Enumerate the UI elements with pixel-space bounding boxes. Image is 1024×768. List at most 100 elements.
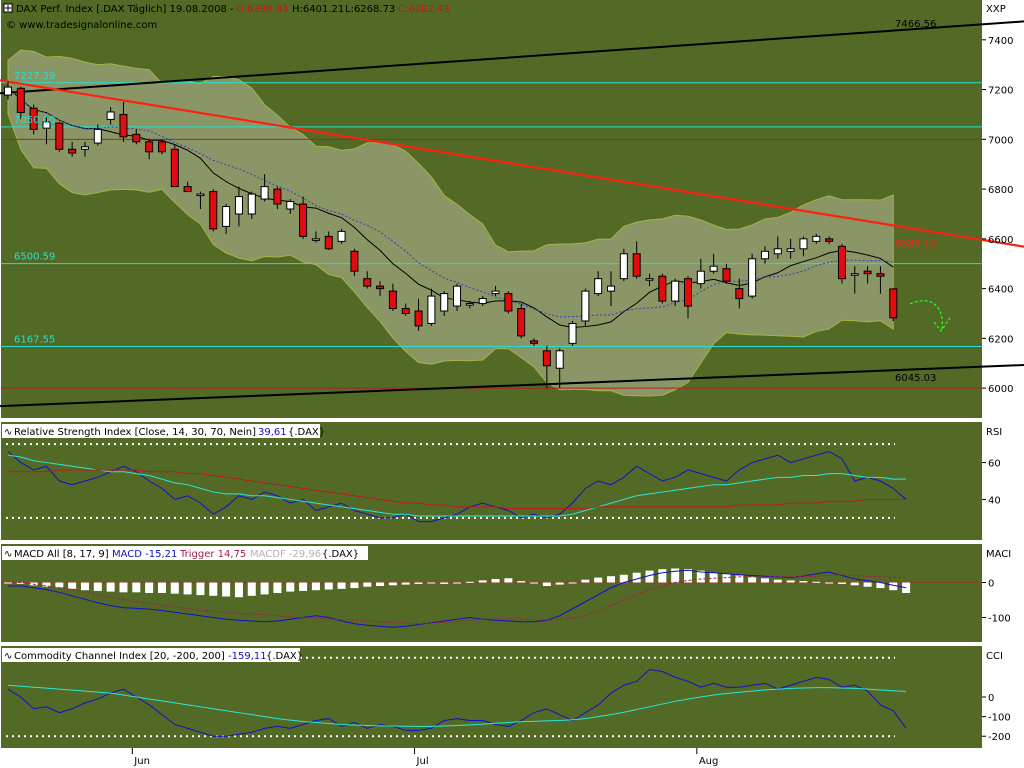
rsi-panel[interactable]: ∿ Relative Strength Index [Close, 14, 30… [1, 422, 1002, 540]
candle [414, 298, 423, 331]
macd-histogram-bar [234, 582, 243, 598]
candle [132, 129, 141, 145]
candle [607, 271, 616, 307]
trendline-label: 7466.56 [895, 19, 936, 30]
candle-body [299, 203, 308, 237]
candle-body [376, 285, 385, 290]
candle-body [145, 141, 154, 153]
trendline [0, 79, 1024, 248]
macd-histogram-bar [376, 582, 385, 586]
candle [145, 139, 154, 160]
macd-histogram-bar [119, 582, 128, 593]
macd-histogram-bar [68, 582, 77, 589]
candle-body [68, 148, 77, 154]
candle [748, 253, 757, 299]
candle [234, 186, 243, 227]
candle [4, 81, 12, 100]
level-labels: 7227.39 7050.00 6500.59 6167.55 7466.56 6045.… [14, 19, 936, 384]
price-tick-label: 7400 [988, 36, 1013, 47]
candle-body [825, 238, 834, 242]
candle [427, 288, 436, 326]
macd-trigger-value: Trigger 14,75 [179, 549, 246, 560]
candle-body [632, 253, 641, 277]
candle [491, 286, 500, 297]
macd-header-bg [2, 546, 368, 560]
candle [786, 238, 795, 259]
macd-axis: 0 -100 [982, 579, 1011, 625]
candle-body [850, 273, 859, 276]
macd-histogram-bar [350, 582, 359, 589]
rsi-lines [7, 450, 907, 523]
candle [388, 283, 397, 312]
candle [68, 141, 77, 157]
candle-body [645, 278, 654, 281]
candle [93, 124, 102, 146]
time-tick-label: Jun [133, 756, 150, 767]
macd-histogram-bar [683, 569, 692, 583]
macd-histogram-bar [517, 581, 526, 583]
rsi-tick-label: 40 [988, 495, 1001, 506]
macd-histogram-bar [889, 582, 898, 591]
macd-histogram-bar [106, 582, 115, 592]
high-value: H:6401.21 [292, 4, 344, 15]
rsi-tick-label: 60 [988, 459, 1001, 470]
macd-panel[interactable]: ∿ MACD All [8, 17, 9] MACD -15,21 Trigge… [1, 544, 1011, 642]
price-axis-label: XXP [986, 4, 1006, 15]
candle-body [247, 193, 256, 215]
candle [825, 236, 834, 244]
macd-histogram-bar [748, 576, 757, 583]
macd-histogram-bar [286, 582, 295, 592]
cci-wave-icon: ∿ [4, 651, 12, 662]
candle-body [42, 121, 51, 129]
trendlines[interactable] [0, 16, 1024, 408]
candle [632, 241, 641, 279]
candle-body [722, 268, 731, 282]
bollinger-band-area [7, 49, 894, 397]
macd-histogram-bar [427, 582, 436, 584]
candle [196, 191, 205, 209]
square-plus-icon-cross [5, 5, 11, 11]
macd-histogram-bar [4, 582, 12, 584]
macd-histogram-bar [196, 582, 205, 596]
macd-symbol: {.DAX} [322, 549, 359, 560]
candle [80, 141, 89, 157]
candle [222, 204, 231, 234]
cci-title: Commodity Channel Index [20, -200, 200] [14, 651, 225, 662]
macd-histogram-bar [42, 582, 51, 587]
cci-value: -159,11 [228, 651, 267, 662]
candle-body [132, 133, 141, 143]
candle [760, 246, 769, 264]
candle-body [80, 146, 89, 150]
candle-body [504, 293, 513, 312]
candle-body [350, 250, 359, 272]
cci-panel[interactable]: ∿ Commodity Channel Index [20, -200, 200… [1, 646, 1011, 748]
cci-header-bg [2, 648, 300, 662]
price-panel[interactable]: 7227.39 7050.00 6500.59 6167.55 7466.56 6045.… [0, 0, 1024, 418]
candle [273, 186, 282, 209]
macd-histogram-bar [812, 581, 821, 583]
candle [542, 345, 551, 389]
price-tick-label: 6200 [988, 334, 1013, 345]
candle [735, 278, 744, 309]
macd-histogram-bar [324, 582, 333, 590]
candle [709, 253, 718, 274]
candle [517, 303, 526, 339]
macd-histogram-bar [671, 568, 680, 583]
candle [850, 266, 859, 294]
candle [337, 228, 346, 244]
candle-body [542, 350, 551, 367]
macd-histogram-bar [760, 578, 769, 583]
cci-axis-label: CCI [986, 651, 1003, 662]
candle-body [530, 340, 539, 344]
price-tick-label: 7200 [988, 86, 1013, 97]
price-tick-label: 6000 [988, 384, 1013, 395]
macd-histogram-bar [16, 582, 25, 584]
macd-histogram-bar [645, 570, 654, 583]
candle-body [876, 273, 885, 277]
candle-body [311, 238, 320, 241]
candle-body [517, 308, 526, 337]
macd-histogram-bar [337, 582, 346, 589]
macd-histogram-bar [311, 582, 320, 591]
candle [594, 271, 603, 297]
